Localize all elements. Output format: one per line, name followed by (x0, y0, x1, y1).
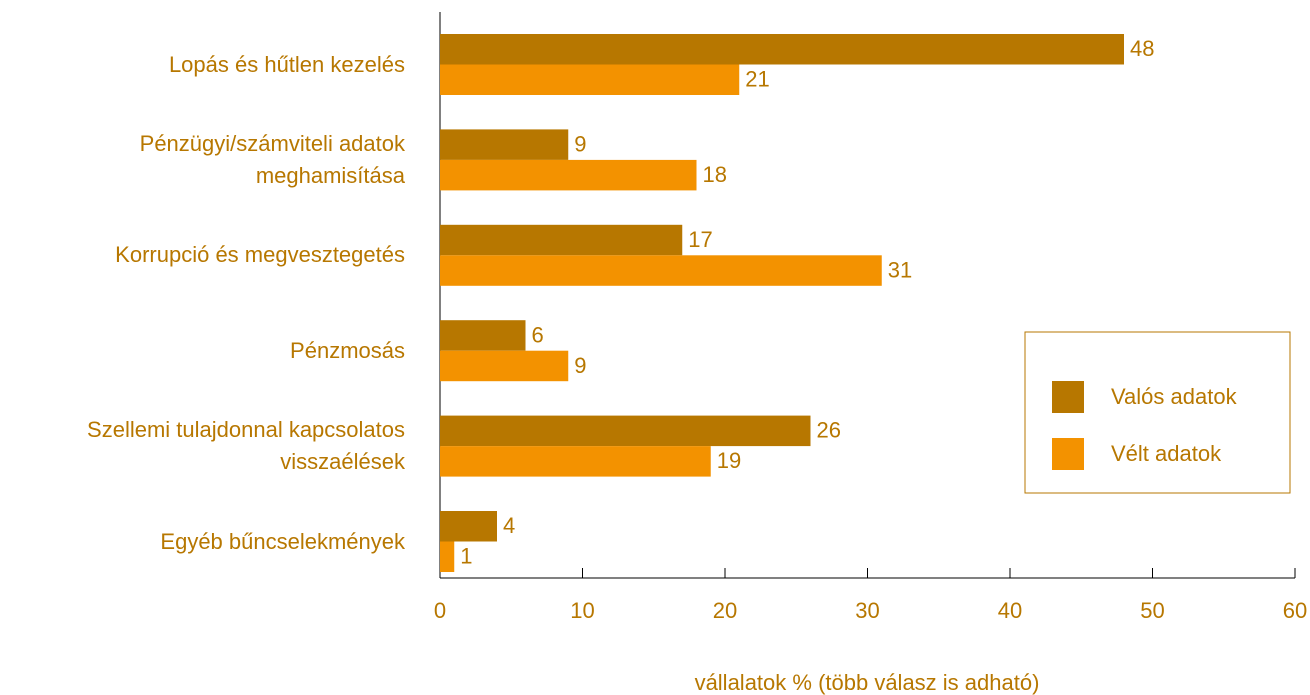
x-tick-label: 40 (998, 598, 1022, 623)
category-label: Lopás és hűtlen kezelés (168, 51, 405, 77)
bar (440, 64, 740, 95)
bar (440, 159, 697, 191)
bar (440, 541, 455, 572)
value-label: 21 (745, 67, 769, 92)
legend-label: Valós adatok (1111, 384, 1238, 409)
bar (440, 511, 497, 542)
bar (440, 34, 1124, 65)
bar (440, 320, 526, 351)
x-tick-label: 60 (1283, 598, 1307, 623)
x-tick-label: 0 (434, 598, 446, 623)
legend-swatch (1052, 438, 1084, 470)
value-label: 18 (703, 162, 727, 187)
value-label: 4 (503, 513, 515, 538)
legend-swatch (1052, 381, 1084, 413)
x-tick-label: 50 (1140, 598, 1164, 623)
x-tick-label: 20 (713, 598, 737, 623)
value-label: 6 (532, 322, 544, 347)
bar (440, 415, 811, 447)
value-label: 26 (817, 418, 841, 443)
bar (440, 224, 683, 256)
legend-label: Vélt adatok (1111, 441, 1222, 466)
legend-box (1024, 331, 1291, 494)
x-tick-label: 10 (570, 598, 594, 623)
bar (440, 446, 711, 477)
category-label: Pénzügyi/számviteli adatok meghamisítása (139, 130, 405, 188)
category-label: Korrupció és megvesztegetés (115, 242, 405, 268)
value-label: 31 (888, 257, 912, 282)
value-label: 1 (460, 544, 472, 569)
value-label: 19 (717, 448, 741, 473)
category-label: Szellemi tulajdonnal kapcsolatos visszaé… (87, 417, 405, 475)
bar (440, 255, 882, 286)
bar (440, 129, 569, 160)
x-tick-label: 30 (855, 598, 879, 623)
category-label: Pénzmosás (290, 337, 405, 363)
x-axis-label: vállalatok % (több válasz is adható) (695, 670, 1040, 695)
value-label: 17 (688, 227, 712, 252)
value-label: 9 (574, 353, 586, 378)
category-label: Egyéb bűncselekmények (160, 528, 405, 554)
value-label: 48 (1130, 36, 1154, 61)
value-label: 9 (574, 131, 586, 156)
bar (440, 350, 569, 382)
